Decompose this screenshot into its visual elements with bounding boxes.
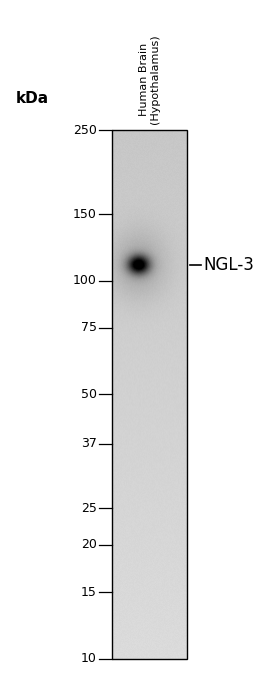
Text: NGL-3: NGL-3: [203, 256, 254, 274]
Text: 150: 150: [73, 208, 97, 221]
Text: 50: 50: [81, 388, 97, 401]
Text: 37: 37: [81, 438, 97, 451]
Text: 10: 10: [81, 652, 97, 665]
Text: 100: 100: [73, 274, 97, 287]
Text: Human Brain
(Hypothalamus): Human Brain (Hypothalamus): [139, 35, 160, 124]
Text: 20: 20: [81, 539, 97, 552]
Text: 75: 75: [81, 322, 97, 334]
Text: 15: 15: [81, 586, 97, 598]
Bar: [112, 130, 187, 659]
Text: kDa: kDa: [15, 91, 49, 106]
Text: 25: 25: [81, 501, 97, 514]
Text: 250: 250: [73, 124, 97, 137]
